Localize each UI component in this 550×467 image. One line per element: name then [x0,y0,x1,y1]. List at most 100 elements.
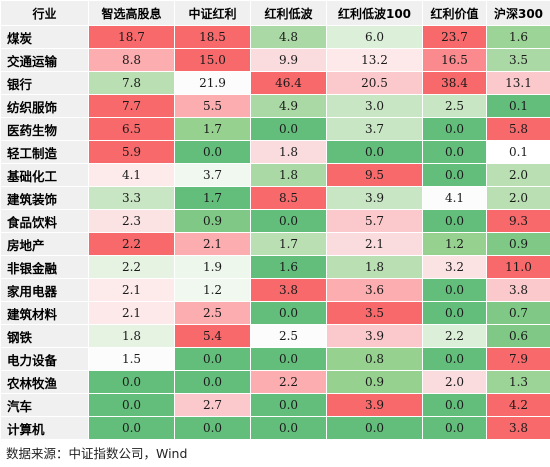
source-note: 数据来源：中证指数公司，Wind [6,446,188,461]
value-cell: 0.9 [486,232,550,256]
value-cell: 0.0 [326,416,423,440]
value-cell: 3.5 [486,48,550,72]
value-cell: 0.0 [422,140,487,164]
value-cell: 0.9 [174,209,251,233]
value-cell: 7.9 [486,347,550,371]
value-cell: 1.6 [486,25,550,49]
value-cell: 1.2 [174,278,251,302]
value-cell: 0.0 [422,301,487,325]
value-cell: 13.2 [326,48,423,72]
value-cell: 9.3 [486,209,550,233]
value-cell: 18.7 [88,25,175,49]
value-cell: 15.0 [174,48,251,72]
industry-cell: 汽车 [0,393,89,417]
value-cell: 3.7 [326,117,423,141]
value-cell: 18.5 [174,25,251,49]
value-cell: 0.0 [250,301,327,325]
value-cell: 1.8 [250,140,327,164]
value-cell: 0.0 [422,393,487,417]
value-cell: 2.5 [174,301,251,325]
value-cell: 5.8 [486,117,550,141]
industry-cell: 建筑材料 [0,301,89,325]
value-cell: 4.8 [250,25,327,49]
value-cell: 0.0 [250,393,327,417]
value-cell: 38.4 [422,71,487,95]
industry-cell: 非银金融 [0,255,89,279]
industry-cell: 交通运输 [0,48,89,72]
table-row: 房地产 2.2 2.1 1.7 2.1 1.2 0.9 [0,232,550,256]
value-cell: 2.1 [88,301,175,325]
value-cell: 1.2 [422,232,487,256]
value-cell: 1.8 [326,255,423,279]
value-cell: 2.5 [250,324,327,348]
value-cell: 0.0 [250,117,327,141]
header-industry: 行业 [0,0,89,26]
value-cell: 0.0 [88,416,175,440]
value-cell: 3.9 [326,324,423,348]
value-cell: 2.0 [486,186,550,210]
value-cell: 7.7 [88,94,175,118]
value-cell: 0.0 [422,278,487,302]
header-col: 智选高股息 [88,0,175,26]
table-row: 汽车 0.0 2.7 0.0 3.9 0.0 4.2 [0,393,550,417]
table-row: 农林牧渔 0.0 0.0 2.2 0.9 2.0 1.3 [0,370,550,394]
value-cell: 5.7 [326,209,423,233]
heatmap-table: 行业 智选高股息 中证红利 红利低波 红利低波100 红利价值 沪深300 煤炭… [0,0,550,440]
value-cell: 3.9 [326,393,423,417]
value-cell: 5.4 [174,324,251,348]
value-cell: 2.1 [174,232,251,256]
value-cell: 6.5 [88,117,175,141]
value-cell: 0.8 [326,347,423,371]
value-cell: 3.5 [326,301,423,325]
value-cell: 9.9 [250,48,327,72]
value-cell: 0.0 [250,347,327,371]
industry-cell: 轻工制造 [0,140,89,164]
table-row: 家用电器 2.1 1.2 3.8 3.6 0.0 3.8 [0,278,550,302]
value-cell: 0.0 [250,209,327,233]
value-cell: 0.1 [486,94,550,118]
value-cell: 3.8 [486,416,550,440]
industry-cell: 基础化工 [0,163,89,187]
table-row: 食品饮料 2.3 0.9 0.0 5.7 0.0 9.3 [0,209,550,233]
value-cell: 1.3 [486,370,550,394]
value-cell: 0.0 [174,140,251,164]
value-cell: 2.7 [174,393,251,417]
value-cell: 23.7 [422,25,487,49]
value-cell: 4.1 [422,186,487,210]
table-row: 钢铁 1.8 5.4 2.5 3.9 2.2 0.6 [0,324,550,348]
value-cell: 4.9 [250,94,327,118]
value-cell: 3.3 [88,186,175,210]
header-col: 红利低波 [250,0,327,26]
header-row: 行业 智选高股息 中证红利 红利低波 红利低波100 红利价值 沪深300 [0,0,550,26]
value-cell: 1.9 [174,255,251,279]
industry-cell: 纺织服饰 [0,94,89,118]
value-cell: 4.2 [486,393,550,417]
value-cell: 3.7 [174,163,251,187]
industry-cell: 农林牧渔 [0,370,89,394]
value-cell: 3.9 [326,186,423,210]
value-cell: 3.6 [326,278,423,302]
value-cell: 21.9 [174,71,251,95]
value-cell: 1.5 [88,347,175,371]
industry-cell: 煤炭 [0,25,89,49]
value-cell: 0.0 [174,416,251,440]
value-cell: 9.5 [326,163,423,187]
industry-cell: 医药生物 [0,117,89,141]
value-cell: 2.0 [486,163,550,187]
value-cell: 0.0 [326,140,423,164]
value-cell: 0.0 [250,416,327,440]
value-cell: 1.7 [174,117,251,141]
value-cell: 2.1 [88,278,175,302]
value-cell: 2.5 [422,94,487,118]
value-cell: 8.8 [88,48,175,72]
value-cell: 3.8 [486,278,550,302]
value-cell: 0.0 [422,117,487,141]
table-body: 煤炭 18.7 18.5 4.8 6.0 23.7 1.6 交通运输 8.8 15.0 9.9 13.… [0,25,550,440]
industry-cell: 钢铁 [0,324,89,348]
value-cell: 16.5 [422,48,487,72]
table-row: 基础化工 4.1 3.7 1.8 9.5 0.0 2.0 [0,163,550,187]
industry-cell: 计算机 [0,416,89,440]
value-cell: 3.2 [422,255,487,279]
value-cell: 4.1 [88,163,175,187]
value-cell: 0.0 [422,347,487,371]
